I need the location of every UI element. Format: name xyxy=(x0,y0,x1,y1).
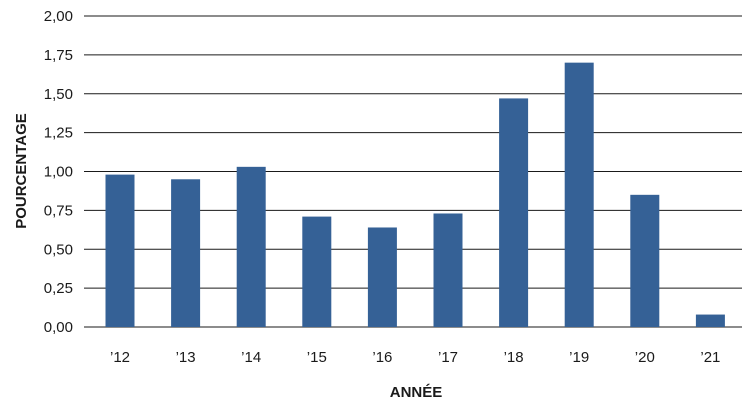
bar xyxy=(433,213,463,327)
x-tick-labels: ’12 ’13 ’14 ’15 ’16 ’17 ’18 ’19 ’20 ’21 xyxy=(110,349,720,366)
y-tick-label: 1,75 xyxy=(44,47,73,64)
x-tick-label: ’21 xyxy=(700,349,720,366)
y-tick-label: 2,00 xyxy=(44,8,73,25)
y-tick-label: 0,25 xyxy=(44,280,73,297)
bar xyxy=(105,174,135,327)
y-tick-label: 1,50 xyxy=(44,86,73,103)
y-axis-title: POURCENTAGE xyxy=(13,113,30,229)
x-tick-label: ’15 xyxy=(307,349,327,366)
bar xyxy=(236,166,266,327)
x-tick-label: ’18 xyxy=(504,349,524,366)
x-tick-label: ’13 xyxy=(176,349,196,366)
y-tick-labels: 0,00 0,25 0,50 0,75 1,00 1,25 1,50 1,75 2,00 xyxy=(44,8,73,336)
x-tick-label: ’16 xyxy=(372,349,392,366)
x-tick-label: ’12 xyxy=(110,349,130,366)
x-tick-label: ’17 xyxy=(438,349,458,366)
y-tick-label: 1,00 xyxy=(44,164,73,181)
x-tick-label: ’14 xyxy=(241,349,261,366)
bar xyxy=(630,194,660,327)
x-axis-title: ANNÉE xyxy=(390,384,443,401)
x-tick-label: ’19 xyxy=(569,349,589,366)
y-tick-label: 0,75 xyxy=(44,202,73,219)
bar xyxy=(695,314,725,327)
bar xyxy=(302,216,332,327)
y-tick-label: 0,00 xyxy=(44,319,73,336)
bars xyxy=(105,62,725,328)
x-tick-label: ’20 xyxy=(635,349,655,366)
bar xyxy=(499,98,529,327)
bar xyxy=(564,62,594,328)
y-tick-label: 0,50 xyxy=(44,241,73,258)
bar xyxy=(367,227,397,327)
y-tick-label: 1,25 xyxy=(44,125,73,142)
bar xyxy=(171,179,201,327)
